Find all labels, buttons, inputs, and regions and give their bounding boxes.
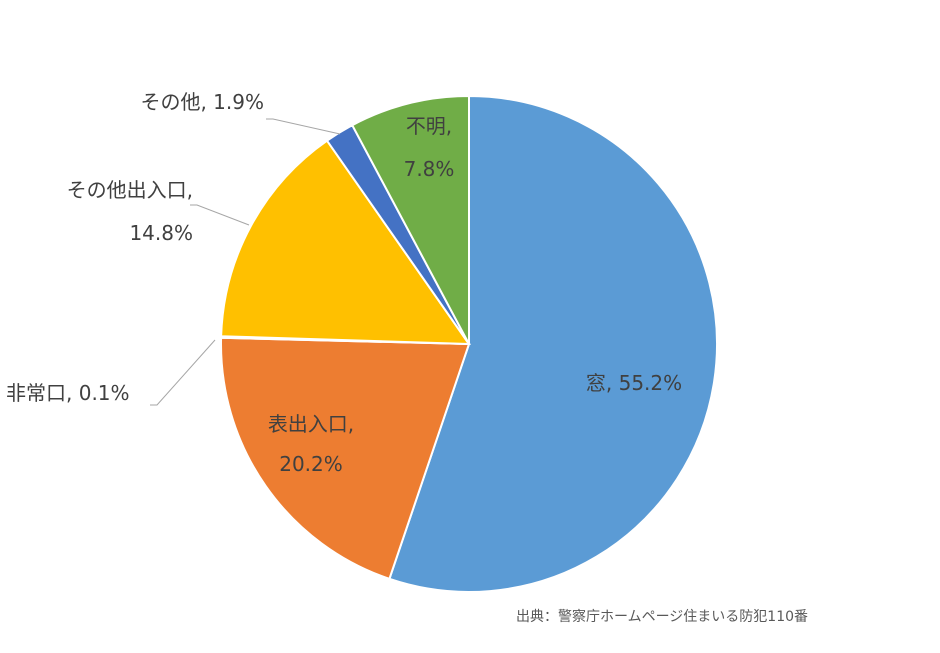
data-label-4-line-1: その他出入口,	[67, 178, 193, 202]
data-label-3: 非常口, 0.1%	[6, 381, 130, 405]
data-label-2-line-1: 表出入口,	[268, 412, 354, 436]
leader-line-3	[150, 339, 216, 406]
pie-slice-1	[388, 94, 718, 593]
pie-slice-4	[220, 139, 471, 346]
leader-line-5	[266, 118, 341, 135]
pie-slice-2	[220, 336, 471, 581]
data-label-4-line-2: 14.8%	[129, 221, 193, 245]
source-note: 出典：警察庁ホームページ住まいる防犯110番	[516, 609, 809, 625]
data-label-6-line-2: 7.8%	[404, 157, 455, 181]
data-label-5: その他, 1.9%	[140, 90, 264, 114]
data-label-6-line-1: 不明,	[406, 114, 452, 138]
data-label-1: 窓, 55.2%	[586, 371, 682, 395]
pie-slice-6	[350, 94, 470, 345]
leader-line-4	[190, 204, 250, 226]
data-label-2-line-2: 20.2%	[279, 452, 343, 476]
